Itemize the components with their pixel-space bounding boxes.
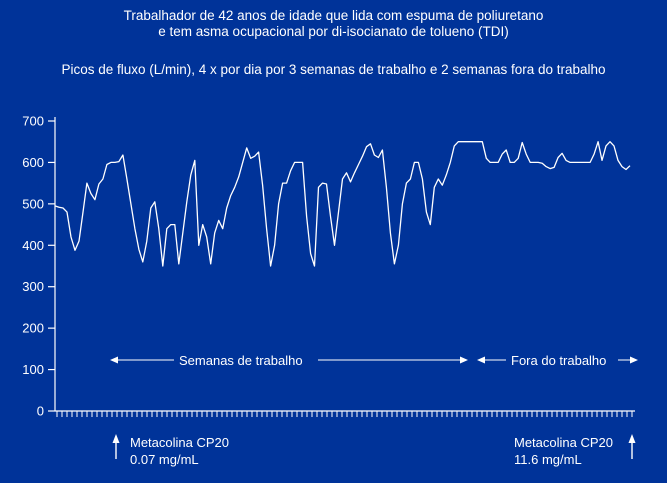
arrowhead-up xyxy=(628,434,636,443)
page-title: Trabalhador de 42 anos de idade que lida… xyxy=(0,8,667,40)
arrowhead-up xyxy=(112,434,120,443)
y-tick-label: 600 xyxy=(22,155,44,170)
chart-subtitle: Picos de fluxo (L/min), 4 x por dia por … xyxy=(61,62,606,77)
methacholine-start-dose: 0.07 mg/mL xyxy=(130,452,199,467)
methacholine-end-name: Metacolina CP20 xyxy=(514,435,613,450)
y-tick-label: 300 xyxy=(22,279,44,294)
y-tick-label: 500 xyxy=(22,196,44,211)
peak-flow-series-line xyxy=(54,141,631,267)
arrowhead-left xyxy=(110,356,118,364)
arrowhead-right xyxy=(630,356,638,364)
y-tick-label: 700 xyxy=(22,114,44,129)
methacholine-end-dose: 11.6 mg/mL xyxy=(514,452,582,467)
arrowhead-left xyxy=(477,356,485,364)
methacholine-start-name: Metacolina CP20 xyxy=(130,435,229,450)
y-tick-label: 0 xyxy=(37,404,44,419)
title-line-2: e tem asma ocupacional por di-isocianato… xyxy=(158,24,509,39)
off-work-label: Fora do trabalho xyxy=(511,353,607,368)
title-line-1: Trabalhador de 42 anos de idade que lida… xyxy=(123,8,544,23)
methacholine-start-annotation: Metacolina CP20 0.07 mg/mL xyxy=(130,434,229,468)
arrowhead-right xyxy=(460,356,468,364)
y-tick-label: 200 xyxy=(22,321,44,336)
work-weeks-label: Semanas de trabalho xyxy=(179,353,303,368)
y-tick-label: 100 xyxy=(22,362,44,377)
methacholine-end-annotation: Metacolina CP20 11.6 mg/mL xyxy=(514,434,613,468)
y-tick-label: 400 xyxy=(22,238,44,253)
